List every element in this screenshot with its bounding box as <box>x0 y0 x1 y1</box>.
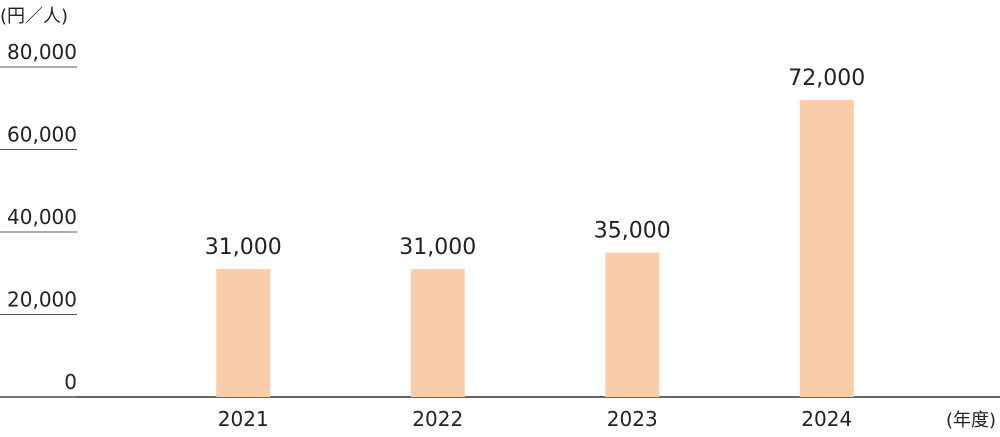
bar <box>410 269 465 397</box>
value-label: 35,000 <box>594 219 671 244</box>
x-tick-label: 2022 <box>412 407 463 431</box>
value-label: 72,000 <box>788 66 865 91</box>
value-label: 31,000 <box>205 235 282 260</box>
y-unit: (円／人) <box>0 6 68 27</box>
value-label: 31,000 <box>399 235 476 260</box>
y-tick-label: 60,000 <box>7 123 77 147</box>
y-tick-label: 80,000 <box>7 40 77 64</box>
x-tick-label: 2024 <box>801 407 852 431</box>
x-tick-label: 2023 <box>607 407 658 431</box>
x-unit: (年度) <box>946 410 996 431</box>
bar <box>216 269 271 397</box>
x-tick-label: 2021 <box>218 407 269 431</box>
y-tick-label: 0 <box>64 370 77 394</box>
y-tick-label: 20,000 <box>7 288 77 312</box>
bar <box>605 252 660 397</box>
bar <box>799 100 854 397</box>
y-tick-label: 40,000 <box>7 205 77 229</box>
